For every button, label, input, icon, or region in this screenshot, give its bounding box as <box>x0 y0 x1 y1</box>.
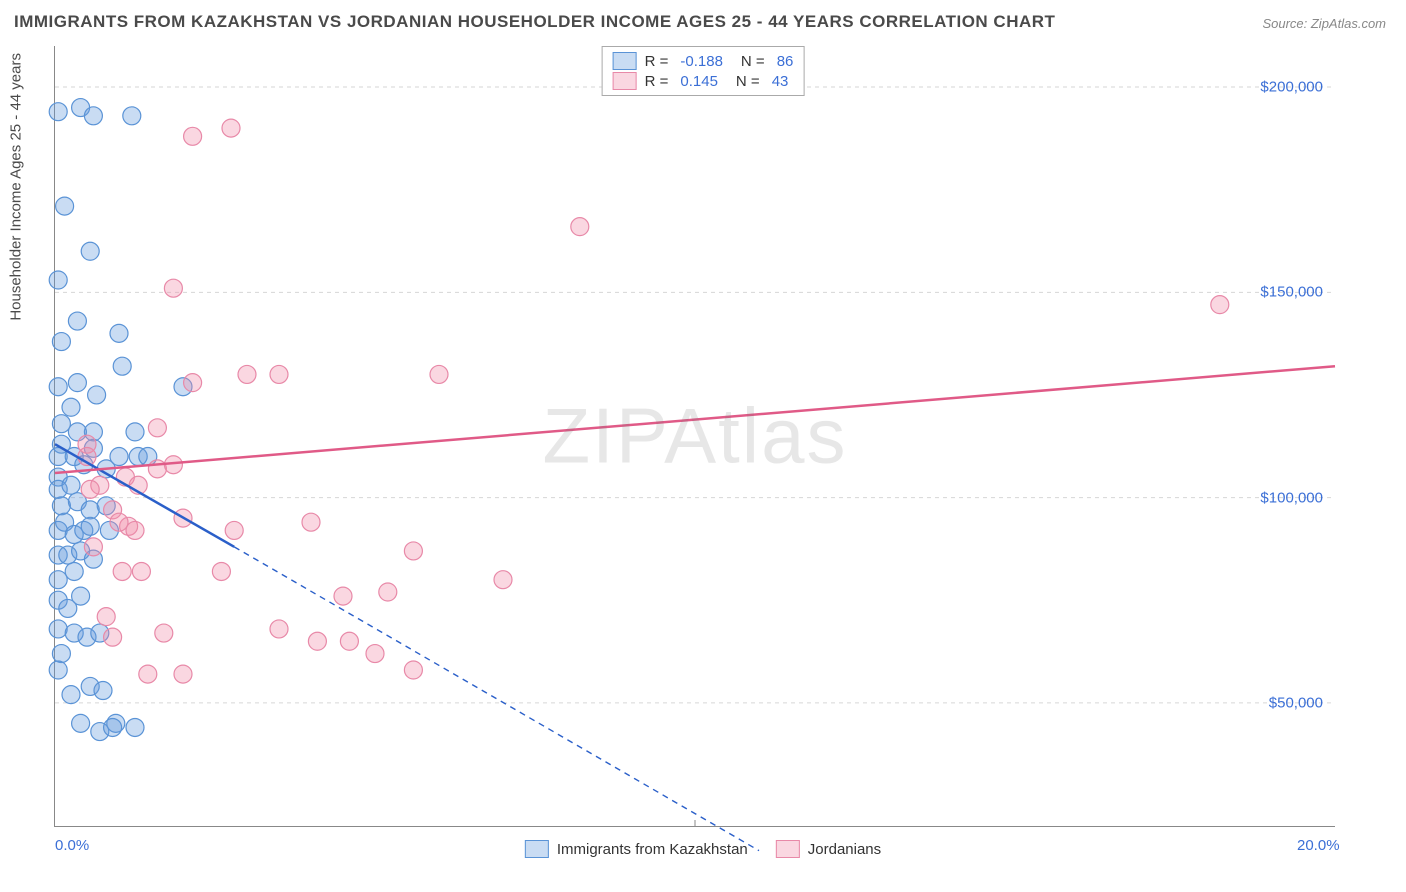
scatter-point <box>62 398 80 416</box>
scatter-point <box>132 562 150 580</box>
scatter-point <box>126 423 144 441</box>
legend-series-item: Jordanians <box>776 840 881 858</box>
scatter-point <box>110 513 128 531</box>
scatter-point <box>366 645 384 663</box>
scatter-point <box>52 497 70 515</box>
scatter-point <box>238 365 256 383</box>
scatter-point <box>49 620 67 638</box>
scatter-point <box>49 571 67 589</box>
scatter-point <box>430 365 448 383</box>
scatter-point <box>68 312 86 330</box>
scatter-point <box>184 374 202 392</box>
scatter-point <box>571 218 589 236</box>
scatter-point <box>113 357 131 375</box>
legend-swatch <box>776 840 800 858</box>
chart-container: IMMIGRANTS FROM KAZAKHSTAN VS JORDANIAN … <box>0 0 1406 892</box>
legend-r-label: R = <box>645 73 669 90</box>
scatter-point <box>225 521 243 539</box>
scatter-point <box>110 324 128 342</box>
scatter-point <box>81 517 99 535</box>
scatter-point <box>68 374 86 392</box>
scatter-point <box>81 242 99 260</box>
scatter-point <box>62 476 80 494</box>
x-tick-label: 20.0% <box>1297 837 1340 854</box>
scatter-svg <box>55 46 1335 826</box>
y-tick-label: $100,000 <box>1260 489 1323 506</box>
legend-n-label: N = <box>741 53 765 70</box>
scatter-point <box>62 686 80 704</box>
x-tick-label: 0.0% <box>55 837 89 854</box>
scatter-point <box>212 562 230 580</box>
scatter-point <box>88 386 106 404</box>
scatter-point <box>148 460 166 478</box>
scatter-point <box>97 608 115 626</box>
legend-r-label: R = <box>645 53 669 70</box>
scatter-point <box>340 632 358 650</box>
chart-title: IMMIGRANTS FROM KAZAKHSTAN VS JORDANIAN … <box>14 12 1055 32</box>
legend-swatch <box>525 840 549 858</box>
scatter-point <box>52 645 70 663</box>
scatter-point <box>334 587 352 605</box>
scatter-point <box>113 562 131 580</box>
scatter-point <box>270 620 288 638</box>
legend-series-label: Immigrants from Kazakhstan <box>557 841 748 858</box>
scatter-point <box>49 661 67 679</box>
trend-line-extrapolated <box>234 547 759 851</box>
scatter-point <box>379 583 397 601</box>
scatter-point <box>84 107 102 125</box>
scatter-point <box>270 365 288 383</box>
scatter-point <box>49 271 67 289</box>
scatter-point <box>126 521 144 539</box>
legend-series-item: Immigrants from Kazakhstan <box>525 840 748 858</box>
legend-series-label: Jordanians <box>808 841 881 858</box>
series-legend: Immigrants from Kazakhstan Jordanians <box>525 840 881 858</box>
scatter-point <box>72 587 90 605</box>
scatter-point <box>104 628 122 646</box>
scatter-point <box>52 415 70 433</box>
y-tick-label: $150,000 <box>1260 284 1323 301</box>
legend-swatch <box>613 72 637 90</box>
scatter-point <box>49 378 67 396</box>
scatter-point <box>72 714 90 732</box>
scatter-point <box>155 624 173 642</box>
scatter-point <box>52 333 70 351</box>
scatter-point <box>81 480 99 498</box>
scatter-point <box>164 279 182 297</box>
legend-n-value: 43 <box>772 73 789 90</box>
scatter-point <box>65 562 83 580</box>
y-tick-label: $200,000 <box>1260 79 1323 96</box>
scatter-point <box>404 542 422 560</box>
scatter-point <box>1211 296 1229 314</box>
legend-r-value: 0.145 <box>680 73 718 90</box>
source-attribution: Source: ZipAtlas.com <box>1262 16 1386 31</box>
scatter-point <box>104 718 122 736</box>
scatter-point <box>84 538 102 556</box>
scatter-point <box>308 632 326 650</box>
correlation-legend: R = -0.188 N = 86 R = 0.145 N = 43 <box>602 46 805 96</box>
legend-stat-row: R = 0.145 N = 43 <box>613 71 794 91</box>
scatter-point <box>126 718 144 736</box>
legend-stat-row: R = -0.188 N = 86 <box>613 51 794 71</box>
scatter-point <box>49 103 67 121</box>
y-axis-label: Householder Income Ages 25 - 44 years <box>8 53 25 321</box>
scatter-point <box>404 661 422 679</box>
scatter-point <box>94 682 112 700</box>
legend-n-label: N = <box>736 73 760 90</box>
scatter-point <box>494 571 512 589</box>
scatter-point <box>56 197 74 215</box>
legend-swatch <box>613 52 637 70</box>
y-tick-label: $50,000 <box>1269 694 1323 711</box>
scatter-point <box>110 448 128 466</box>
scatter-point <box>148 419 166 437</box>
scatter-point <box>184 127 202 145</box>
scatter-point <box>302 513 320 531</box>
scatter-point <box>123 107 141 125</box>
scatter-point <box>174 665 192 683</box>
scatter-point <box>81 501 99 519</box>
scatter-point <box>139 665 157 683</box>
scatter-point <box>222 119 240 137</box>
plot-area: ZIPAtlas $50,000$100,000$150,000$200,000… <box>54 46 1335 827</box>
legend-r-value: -0.188 <box>680 53 723 70</box>
legend-n-value: 86 <box>777 53 794 70</box>
